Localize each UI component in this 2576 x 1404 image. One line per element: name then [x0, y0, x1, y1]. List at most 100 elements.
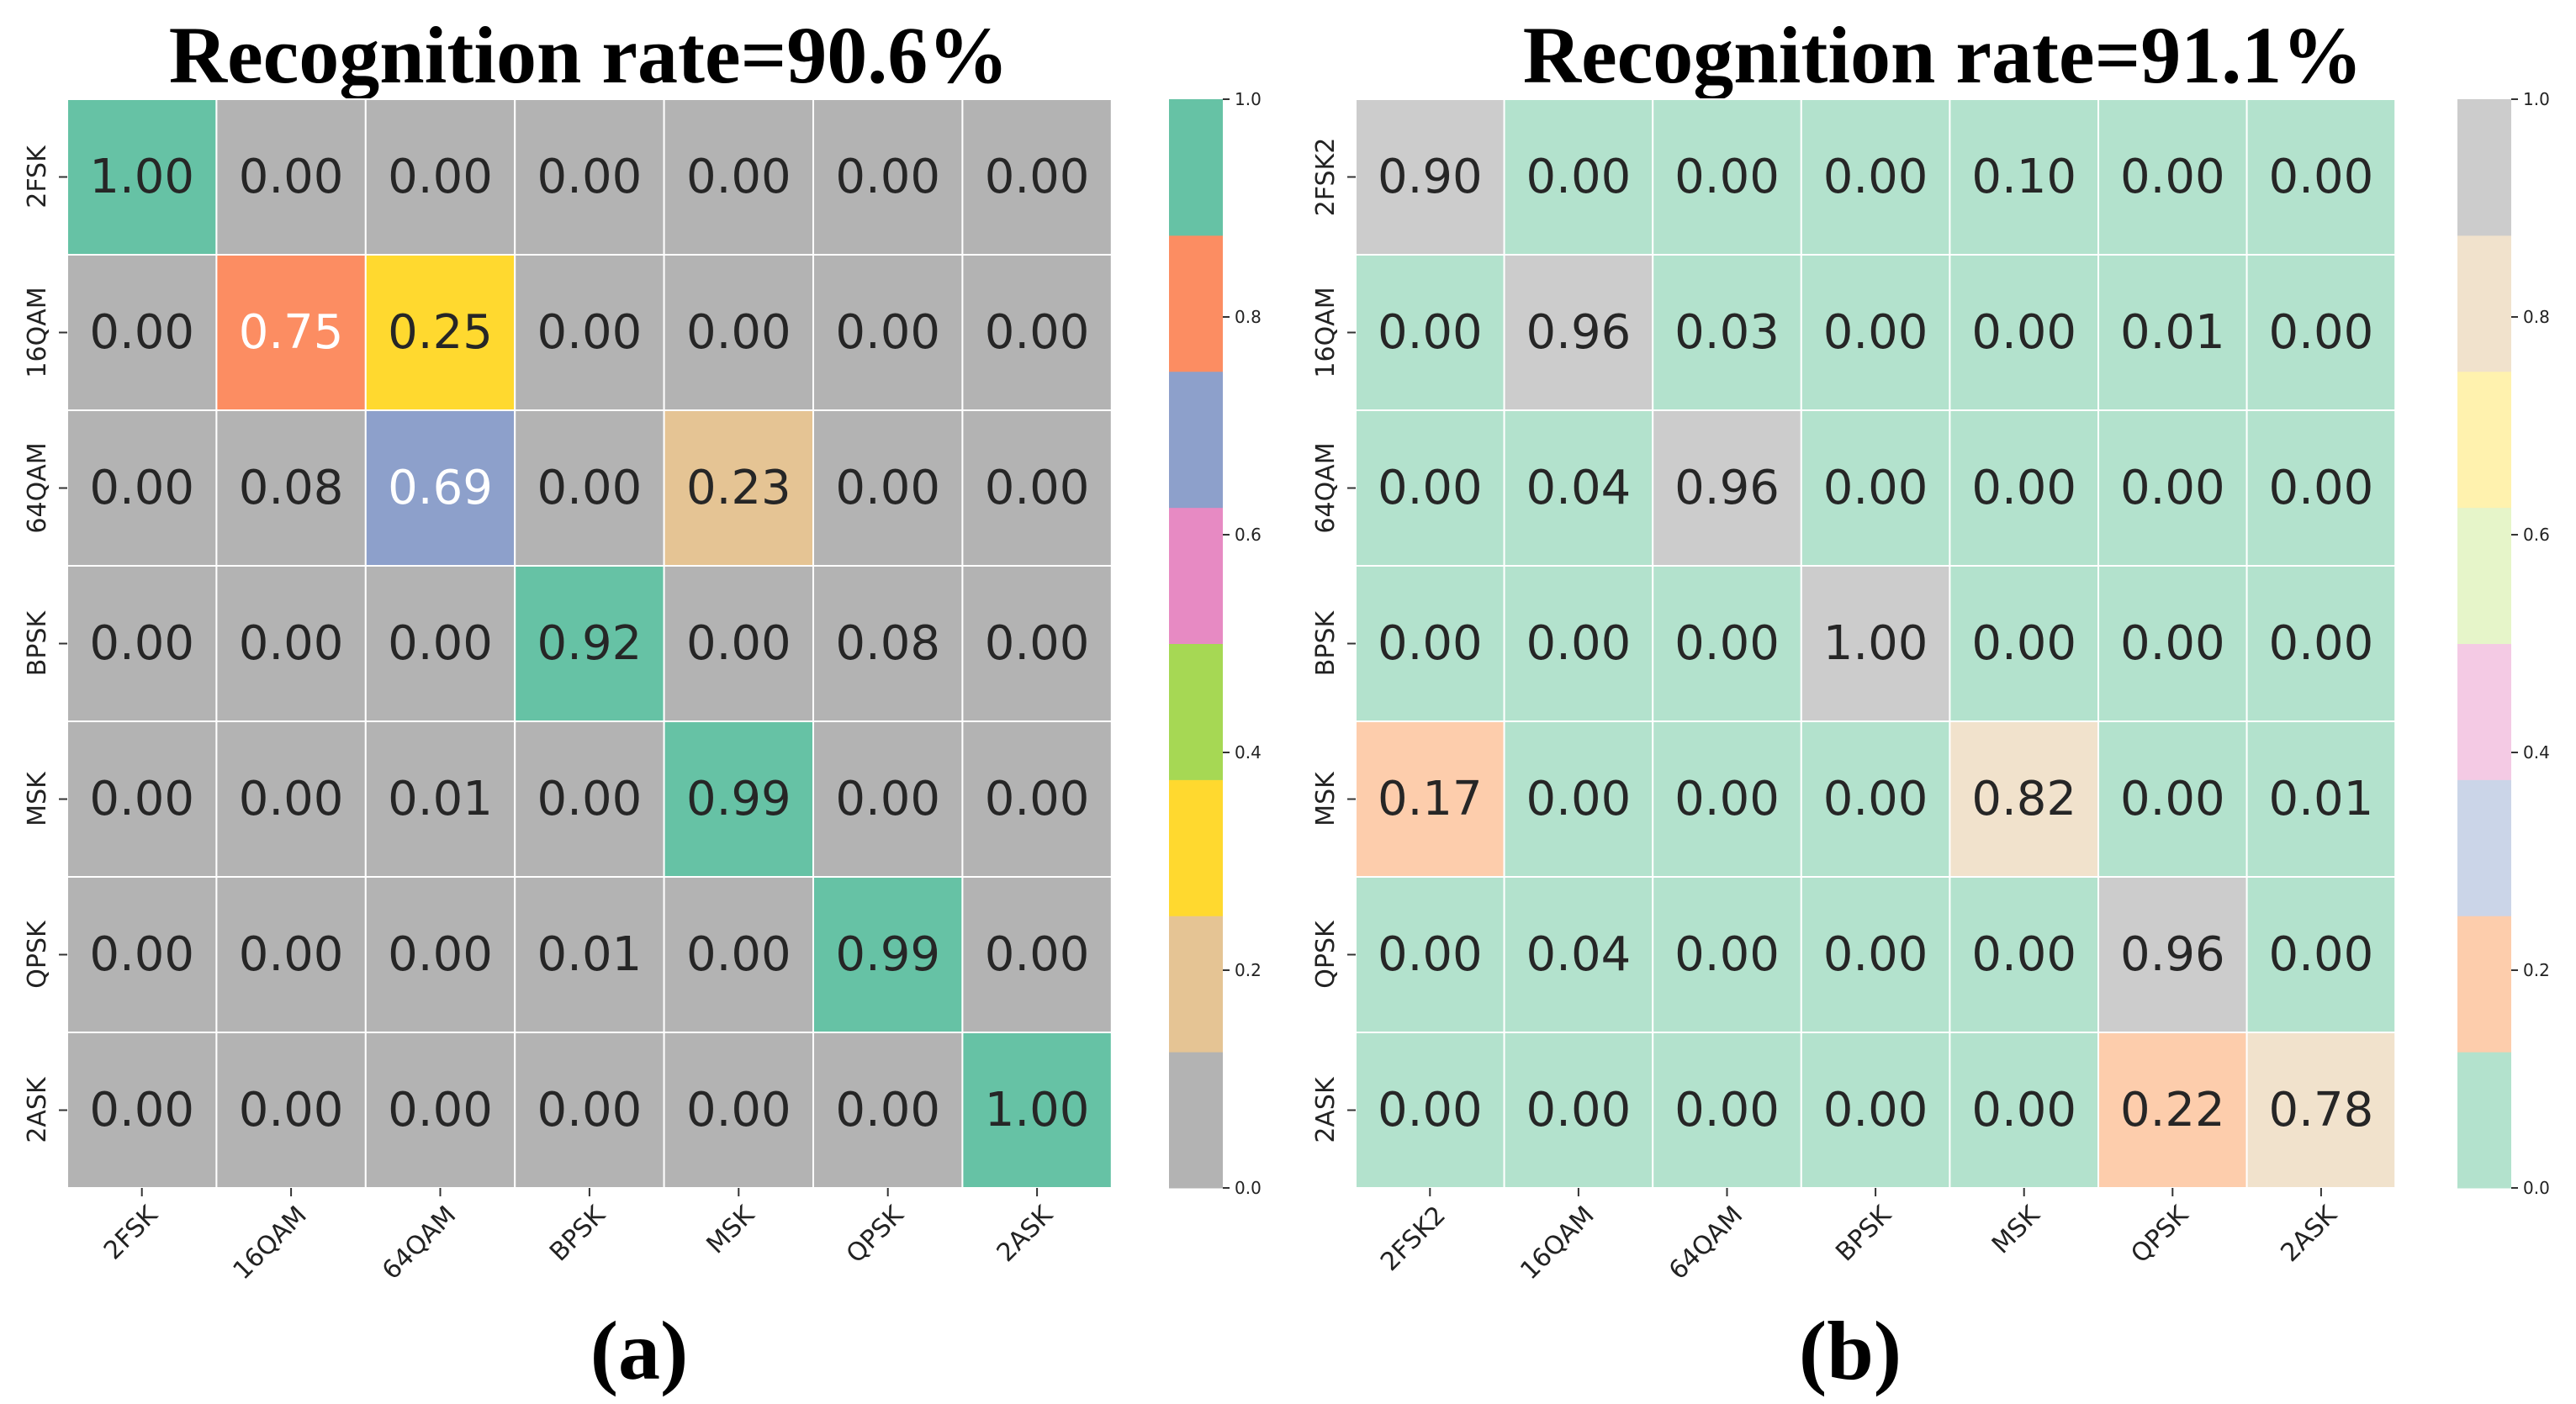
cell-value-label: 0.00 — [2269, 927, 2374, 982]
heatmap-cell — [364, 254, 516, 411]
colorbar-tick-label: 1.0 — [1235, 89, 1262, 109]
y-tick-label: 2ASK — [23, 1076, 52, 1143]
cell-value-label: 0.00 — [686, 616, 791, 671]
cell-value-label: 0.00 — [2120, 461, 2225, 515]
colorbar-tick-label: 1.0 — [2523, 89, 2550, 109]
heatmap-cell — [1503, 720, 1654, 878]
cell-value-label: 0.00 — [1378, 461, 1483, 515]
cell-value-label: 0.00 — [1823, 305, 1928, 360]
cell-value-label: 1.00 — [89, 150, 194, 204]
colorbar-tick-label: 0.8 — [2523, 307, 2550, 327]
heatmap-cell — [663, 254, 814, 411]
y-tick-label: BPSK — [23, 610, 52, 676]
colorbar-segment — [1169, 779, 1223, 916]
cell-value-label: 0.00 — [2120, 772, 2225, 826]
heatmap-cell — [2245, 409, 2397, 567]
heatmap-cell — [1949, 1032, 2099, 1189]
cell-value-label: 0.10 — [1971, 150, 2076, 204]
heatmap-panel-b: Recognition rate=91.1% 0.90 0.00 0.00 0.00 0.… — [1311, 10, 2550, 1397]
cell-value-label: 0.00 — [239, 616, 344, 671]
cell-value-label: 0.00 — [537, 772, 643, 826]
colorbar-segment — [1169, 235, 1223, 372]
cell-value-label: 0.00 — [89, 927, 194, 982]
heatmap-cell — [961, 409, 1113, 567]
heatmap-cell — [1652, 720, 1802, 878]
colorbar-segment — [1169, 916, 1223, 1053]
cell-value-label: 0.00 — [537, 305, 643, 360]
cell-value-label: 0.00 — [1674, 772, 1780, 826]
cell-value-label: 0.00 — [1823, 461, 1928, 515]
cell-value-label: 0.00 — [2269, 461, 2374, 515]
heatmap-cell — [1503, 565, 1654, 722]
cell-value-label: 0.00 — [89, 616, 194, 671]
heatmap-cell — [1800, 876, 1951, 1033]
cell-value-label: 0.00 — [985, 772, 1090, 826]
cell-value-label: 0.01 — [537, 927, 643, 982]
heatmap-cell — [66, 254, 218, 411]
cell-value-label: 0.00 — [1971, 1083, 2076, 1137]
cell-value-label: 0.00 — [388, 150, 493, 204]
cell-value-label: 0.08 — [239, 461, 344, 515]
heatmap-cell — [812, 409, 964, 567]
panel-label: (b) — [1799, 1304, 1902, 1397]
heatmap-cell — [66, 876, 218, 1033]
colorbar-segment — [2457, 916, 2511, 1053]
heatmap-cell — [663, 565, 814, 722]
cell-value-label: 0.00 — [985, 461, 1090, 515]
cell-value-label: 0.01 — [388, 772, 493, 826]
cell-value-label: 0.00 — [239, 150, 344, 204]
heatmap-cell — [1949, 98, 2099, 256]
y-tick-label: 64QAM — [23, 442, 52, 533]
heatmap-cell — [1949, 876, 2099, 1033]
cell-value-label: 0.00 — [89, 772, 194, 826]
y-tick-label: 2FSK — [23, 145, 52, 208]
heatmap-cell — [1503, 98, 1654, 256]
heatmap-cell — [663, 720, 814, 878]
heatmap-cell — [2097, 876, 2248, 1033]
cell-value-label: 0.00 — [686, 927, 791, 982]
cell-value-label: 0.00 — [239, 1083, 344, 1137]
colorbar-segment — [1169, 643, 1223, 780]
cell-value-label: 0.00 — [388, 1083, 493, 1137]
cell-value-label: 0.00 — [1526, 1083, 1632, 1137]
y-tick-label: 2FSK2 — [1311, 138, 1341, 217]
cell-value-label: 0.00 — [537, 150, 643, 204]
heatmap-cell — [1652, 98, 1802, 256]
cell-value-label: 0.25 — [388, 305, 493, 360]
heatmap-cell — [1800, 1032, 1951, 1189]
cell-value-label: 0.00 — [537, 1083, 643, 1137]
y-tick-label: 2ASK — [1311, 1076, 1341, 1143]
heatmap-cell — [514, 98, 665, 256]
heatmap-cell — [961, 876, 1113, 1033]
cell-value-label: 0.00 — [1823, 150, 1928, 204]
cell-value-label: 0.00 — [2269, 616, 2374, 671]
heatmap-cell — [364, 720, 516, 878]
heatmap-cell — [2097, 98, 2248, 256]
heatmap-cell — [364, 1032, 516, 1189]
colorbar-segment — [2457, 371, 2511, 509]
heatmap-cell — [1503, 1032, 1654, 1189]
cell-value-label: 0.00 — [835, 461, 940, 515]
cell-value-label: 0.00 — [1674, 150, 1780, 204]
colorbar-segment — [1169, 99, 1223, 236]
cell-value-label: 0.00 — [1823, 1083, 1928, 1137]
cell-value-label: 0.04 — [1526, 461, 1632, 515]
cell-value-label: 0.00 — [1674, 616, 1780, 671]
y-tick-label: MSK — [1311, 771, 1341, 826]
cell-value-label: 0.00 — [239, 772, 344, 826]
cell-value-label: 0.00 — [835, 305, 940, 360]
colorbar-tick-label: 0.4 — [2523, 742, 2550, 763]
heatmap-cell — [1355, 720, 1505, 878]
cell-value-label: 1.00 — [985, 1083, 1090, 1137]
heatmap-cell — [961, 720, 1113, 878]
cell-value-label: 0.04 — [1526, 927, 1632, 982]
heatmap-cell — [663, 1032, 814, 1189]
heatmap-cell — [812, 876, 964, 1033]
heatmap-cell — [2245, 720, 2397, 878]
cell-value-label: 0.00 — [1526, 772, 1632, 826]
chart-title: Recognition rate=90.6% — [169, 10, 1009, 100]
heatmap-cell — [1652, 254, 1802, 411]
heatmap-cell — [1355, 254, 1505, 411]
heatmap-cell — [514, 565, 665, 722]
